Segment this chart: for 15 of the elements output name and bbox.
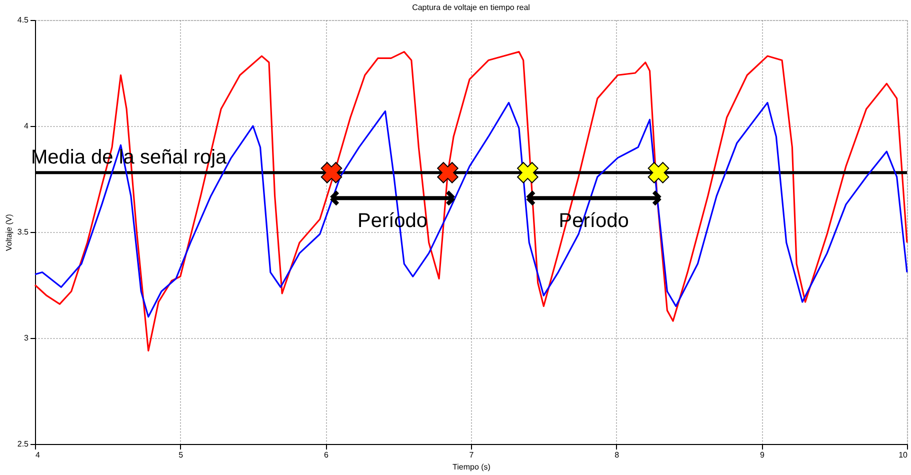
y-tick-label: 3 xyxy=(24,334,30,342)
x-tick-label: 7 xyxy=(469,450,474,460)
y-tick-label: 4.5 xyxy=(17,16,30,24)
x-tick-label: 5 xyxy=(178,450,184,460)
y-tick-label: 3.5 xyxy=(17,228,30,236)
chart-title: Captura de voltaje en tiempo real xyxy=(412,3,530,12)
x-tick-label: 8 xyxy=(614,450,620,460)
x-tick-label: 4 xyxy=(36,450,40,460)
x-axis-title: Tiempo (s) xyxy=(452,462,491,472)
x-tick-label: 6 xyxy=(324,450,329,460)
x-tick-label: 10 xyxy=(898,450,908,460)
y-tick-label: 4 xyxy=(24,122,30,130)
x-tick-label: 9 xyxy=(760,450,765,460)
y-tick-label: 2.5 xyxy=(17,440,30,448)
y-axis-title: Voltaje (V) xyxy=(4,214,14,251)
